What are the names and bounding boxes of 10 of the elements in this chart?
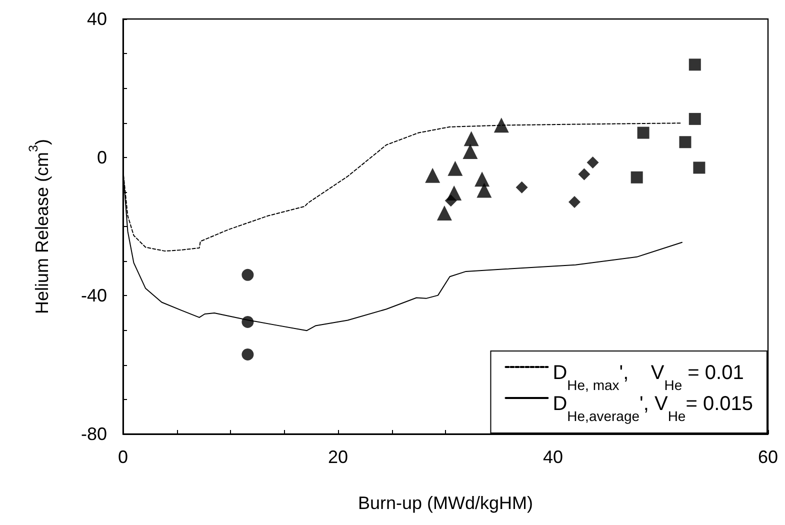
- x-tick-label: 0: [118, 447, 128, 467]
- x-tick-label: 20: [328, 447, 348, 467]
- x-axis-title: Burn-up (MWd/kgHM): [358, 493, 534, 513]
- y-tick-label: -40: [80, 286, 107, 306]
- y-tick-label: 0: [96, 147, 107, 168]
- y-tick-label: 40: [86, 9, 107, 29]
- x-tick-label: 60: [758, 447, 778, 467]
- y-tick-label: -80: [80, 424, 107, 444]
- x-tick-label: 40: [542, 447, 564, 467]
- y-axis-title: Helium Release (cm3): [26, 138, 52, 314]
